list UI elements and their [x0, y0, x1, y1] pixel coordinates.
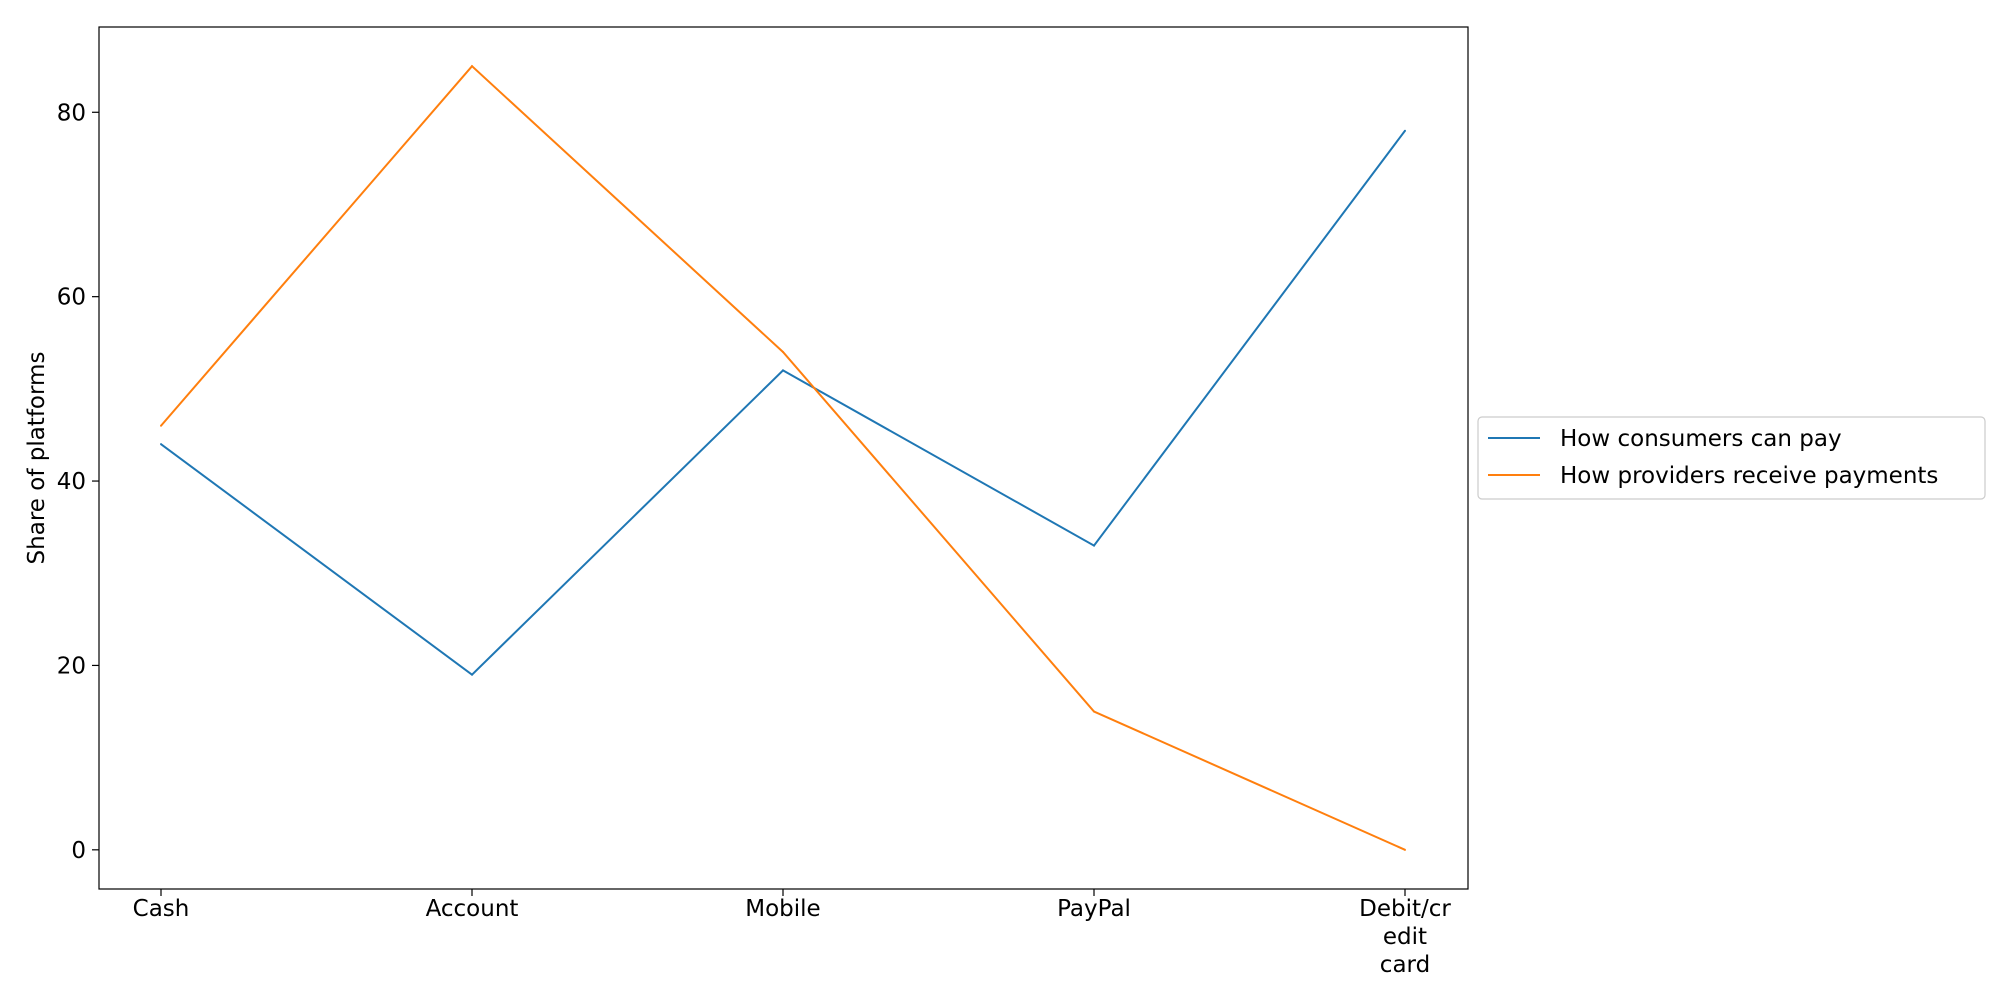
data-point-series-1 [471, 673, 473, 676]
x-tick-label: card [1380, 952, 1430, 978]
data-point-series-2 [1404, 848, 1406, 851]
series-line-1 [160, 130, 1406, 676]
y-tick-label: 80 [57, 100, 86, 126]
data-point-series-1 [1093, 544, 1095, 547]
plot-frame [98, 26, 1469, 890]
series-lines [160, 64, 1406, 851]
data-point-series-1 [1404, 129, 1406, 132]
legend-box [1477, 416, 1986, 500]
y-axis-label: Share of platforms [24, 352, 50, 565]
series-line-2 [160, 64, 1406, 851]
data-point-series-1 [782, 369, 784, 372]
x-tick-label: Cash [133, 896, 190, 922]
x-tick-label: Mobile [745, 896, 820, 922]
y-tick-label: 20 [57, 653, 86, 679]
data-point-series-2 [1093, 710, 1095, 713]
legend-label: How providers receive payments [1560, 463, 1938, 489]
y-tick-label: 40 [57, 469, 86, 495]
data-point-series-2 [160, 424, 162, 427]
data-point-series-2 [782, 350, 784, 353]
y-tick-label: 0 [71, 838, 86, 864]
x-tick-label: Debit/cr [1359, 896, 1451, 922]
x-tick-label: PayPal [1057, 896, 1131, 922]
x-tick-label: Account [426, 896, 519, 922]
legend: How consumers can pay How providers recei… [1477, 416, 1986, 500]
plot-area [98, 26, 1469, 890]
data-point-series-2 [471, 65, 473, 68]
x-tick-label: edit [1383, 924, 1427, 950]
y-axis: 0 20 40 60 80 [57, 100, 99, 864]
legend-label: How consumers can pay [1560, 426, 1842, 452]
y-tick-label: 60 [57, 285, 86, 311]
data-point-series-1 [160, 443, 162, 446]
